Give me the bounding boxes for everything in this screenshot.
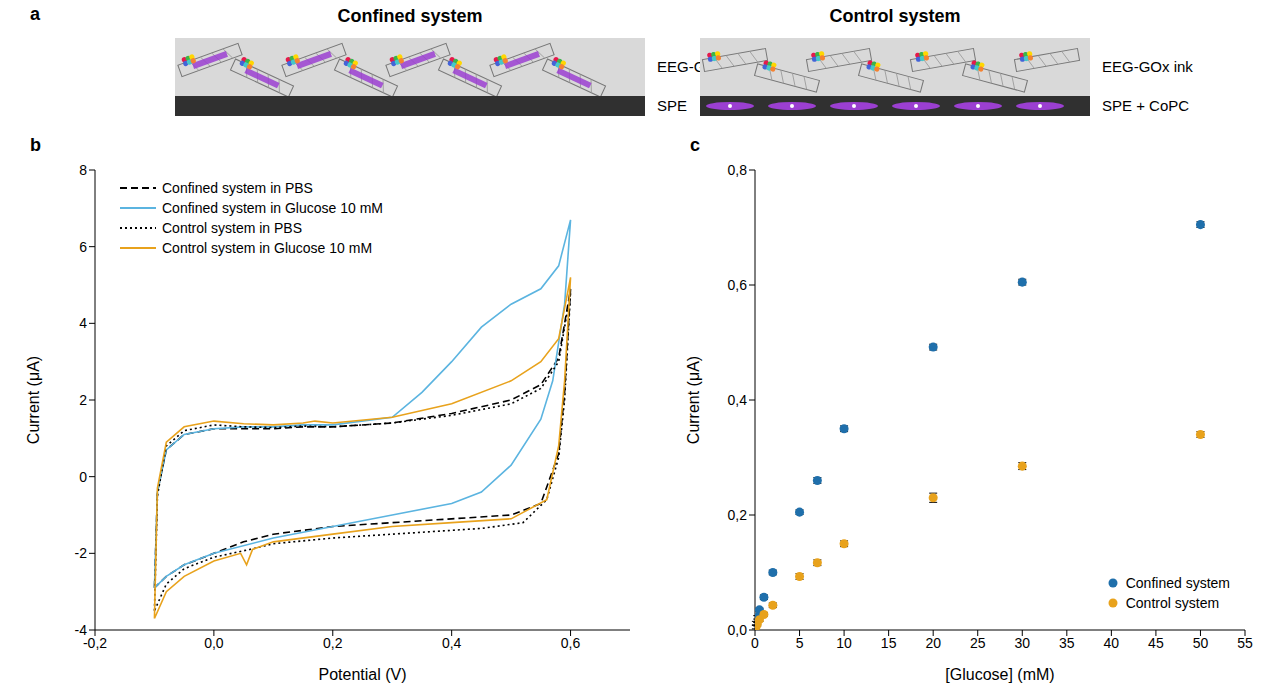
svg-text:0: 0: [79, 469, 87, 485]
svg-text:Current (μA): Current (μA): [685, 356, 702, 444]
html-text:c: c: [690, 135, 700, 155]
html-text:Confined system in PBS: Confined system in PBS: [162, 180, 313, 196]
svg-text:EEG-GOx ink: EEG-GOx ink: [1102, 58, 1193, 75]
svg-text:50: 50: [1193, 635, 1209, 651]
svg-text:SPE + CoPC: SPE + CoPC: [1102, 97, 1189, 114]
svg-text:0,2: 0,2: [323, 635, 343, 651]
svg-text:Confined system: Confined system: [337, 6, 482, 26]
html-text:Confined system: Confined system: [1125, 575, 1230, 591]
svg-text:-0,2: -0,2: [82, 634, 108, 651]
svg-text:SPE: SPE: [657, 97, 687, 114]
svg-text:Current (μA): Current (μA): [25, 356, 42, 444]
svg-text:0,6: 0,6: [728, 277, 748, 293]
svg-text:0,6: 0,6: [561, 635, 581, 651]
svg-text:a: a: [30, 4, 41, 24]
svg-text:Potential (V): Potential (V): [318, 666, 406, 683]
html-text:Control system in Glucose 10 m: Control system in Glucose 10 mM: [162, 240, 373, 256]
svg-text:0,8: 0,8: [728, 162, 748, 178]
html-text:Confined system in Glucose 10: Confined system in Glucose 10 mM: [162, 200, 383, 216]
svg-text:0,4: 0,4: [442, 635, 462, 651]
svg-text:0: 0: [751, 635, 759, 651]
svg-text:45: 45: [1148, 635, 1164, 651]
svg-text:30: 30: [1014, 635, 1030, 651]
html-text:b: b: [30, 135, 41, 155]
svg-text:20: 20: [925, 635, 941, 651]
svg-text:15: 15: [881, 635, 897, 651]
svg-text:6: 6: [79, 239, 87, 255]
svg-text:35: 35: [1059, 635, 1075, 651]
svg-text:0,0: 0,0: [728, 622, 748, 638]
svg-text:8: 8: [79, 162, 87, 178]
svg-text:10: 10: [836, 635, 852, 651]
html-text:Control system in PBS: Control system in PBS: [162, 220, 303, 236]
svg-text:Control system: Control system: [829, 6, 960, 26]
svg-text:0,0: 0,0: [204, 635, 224, 651]
svg-text:0,4: 0,4: [728, 392, 748, 408]
svg-text:40: 40: [1104, 635, 1120, 651]
svg-text:-4: -4: [75, 622, 88, 638]
html-text:Control system: Control system: [1125, 595, 1220, 611]
svg-text:0,2: 0,2: [728, 507, 748, 523]
svg-text:55: 55: [1237, 635, 1253, 651]
svg-text:-2: -2: [75, 545, 88, 561]
svg-text:5: 5: [796, 635, 804, 651]
svg-text:[Glucose] (mM): [Glucose] (mM): [945, 666, 1054, 683]
svg-text:25: 25: [970, 635, 986, 651]
svg-text:2: 2: [79, 392, 87, 408]
svg-text:4: 4: [79, 315, 87, 331]
